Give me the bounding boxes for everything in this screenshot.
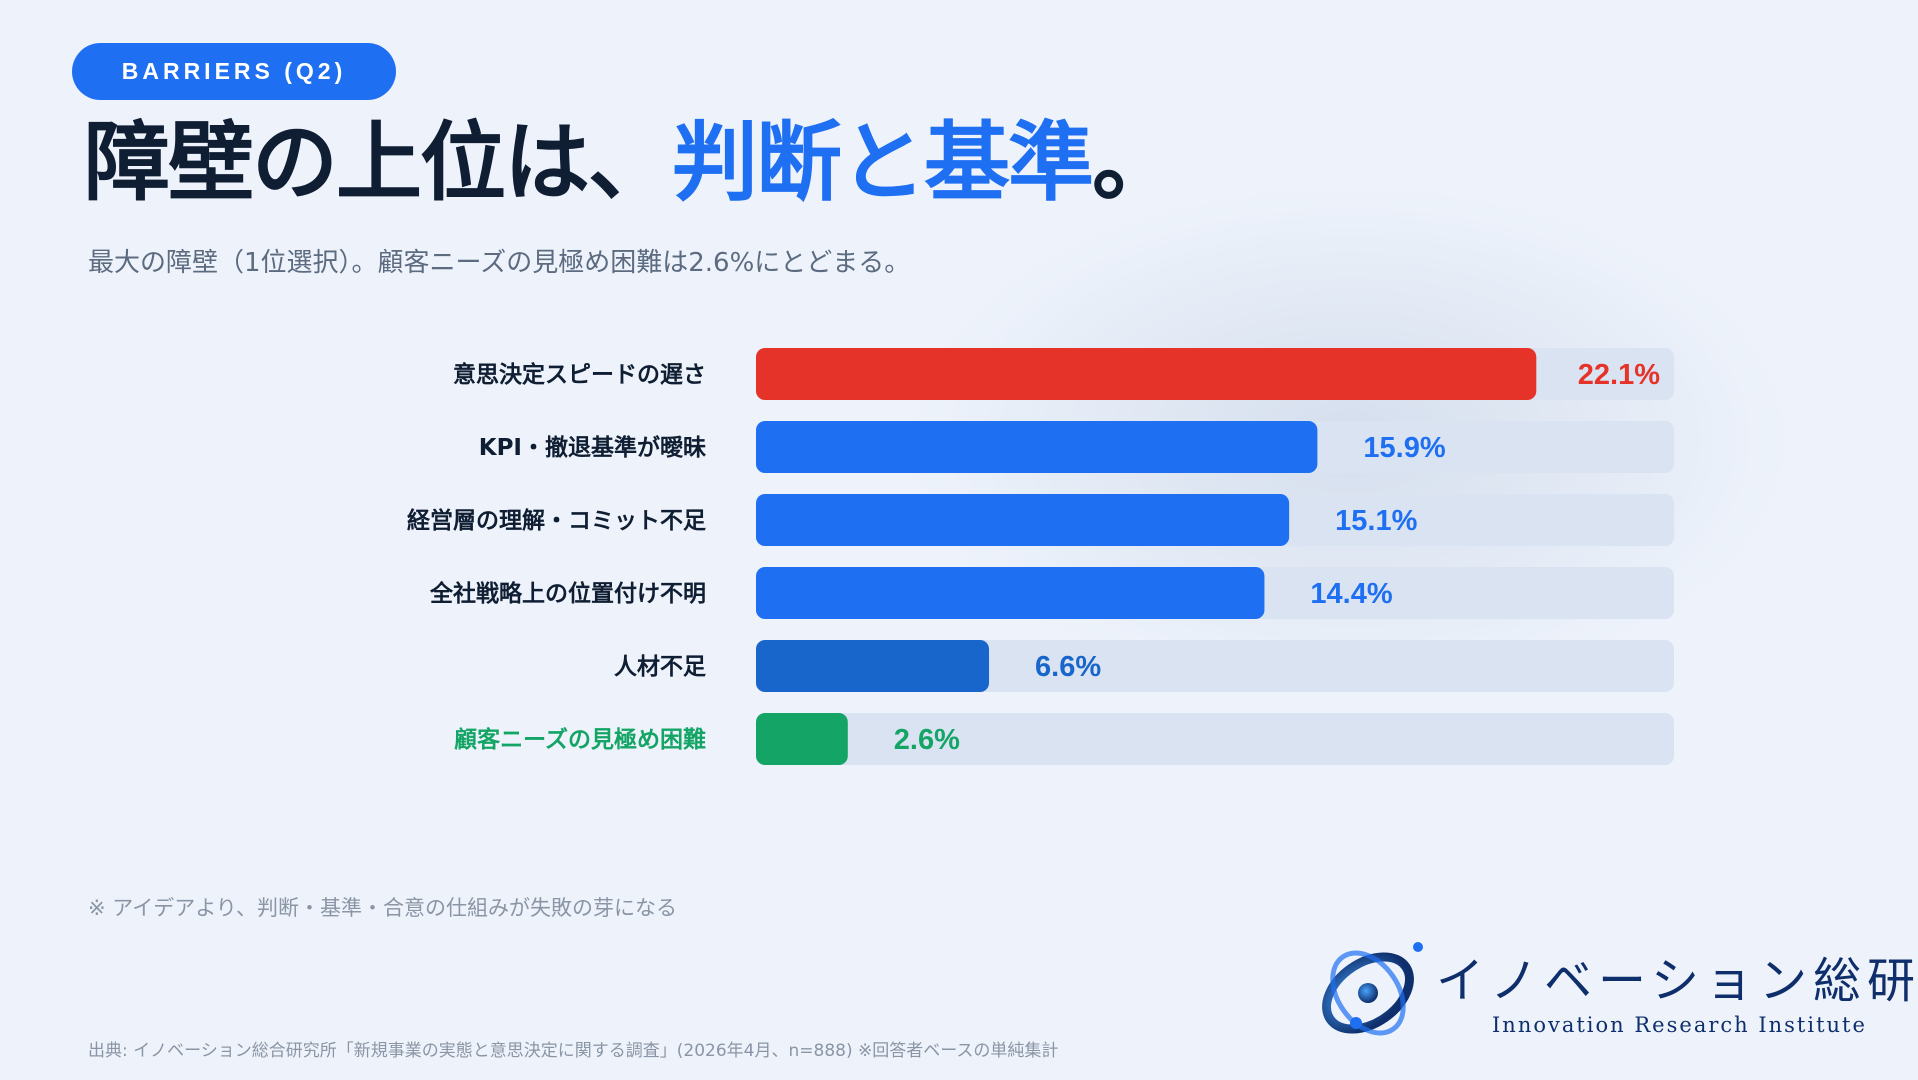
bar	[756, 421, 1318, 473]
bar	[756, 713, 848, 765]
atom-orbit-icon	[1322, 942, 1423, 1036]
footnote: ※ アイデアより、判断・基準・合意の仕組みが失敗の芽になる	[88, 896, 677, 920]
bar	[756, 640, 990, 692]
bar-track	[756, 713, 1674, 765]
title-end: 。	[1092, 113, 1178, 213]
logo-name-en: Innovation Research Institute	[1492, 1013, 1867, 1037]
page-subtitle: 最大の障壁（1位選択）。顧客ニーズの見極め困難は2.6%にとどまる。	[88, 248, 911, 278]
value-label: 6.6%	[1035, 651, 1101, 683]
category-label: 意思決定スピードの遅さ	[453, 361, 706, 388]
category-label: 人材不足	[614, 654, 706, 680]
category-label: 顧客ニーズの見極め困難	[454, 726, 706, 753]
section-badge: BARRIERS (Q2)	[72, 43, 396, 100]
value-label: 15.9%	[1363, 432, 1445, 464]
title-main: 障壁の上位は、	[84, 113, 674, 213]
barrier-bar-chart: 意思決定スピードの遅さ 22.1% KPI・撤退基準が曖昧 15.9% 経営層の理解・コ…	[407, 348, 1674, 765]
value-label: 15.1%	[1335, 505, 1417, 537]
page-title: 障壁の上位は、判断と基準。	[84, 108, 1178, 218]
company-logo: イノベーション総研 Innovation Research Institute	[1316, 935, 1915, 1055]
category-label: 経営層の理解・コミット不足	[407, 507, 706, 534]
bar	[756, 348, 1537, 400]
bar	[756, 494, 1290, 546]
bar	[756, 567, 1265, 619]
title-highlight: 判断と基準	[672, 113, 1094, 213]
category-label: 全社戦略上の位置付け不明	[429, 580, 706, 607]
category-label: KPI・撤退基準が曖昧	[479, 434, 707, 461]
value-label: 2.6%	[894, 724, 960, 756]
logo-name-jp: イノベーション総研	[1436, 953, 1918, 1009]
value-label: 22.1%	[1578, 359, 1660, 391]
value-label: 14.4%	[1310, 578, 1392, 610]
source-citation: 出典: イノベーション総合研究所「新規事業の実態と意思決定に関する調査」(202…	[88, 1041, 1059, 1061]
